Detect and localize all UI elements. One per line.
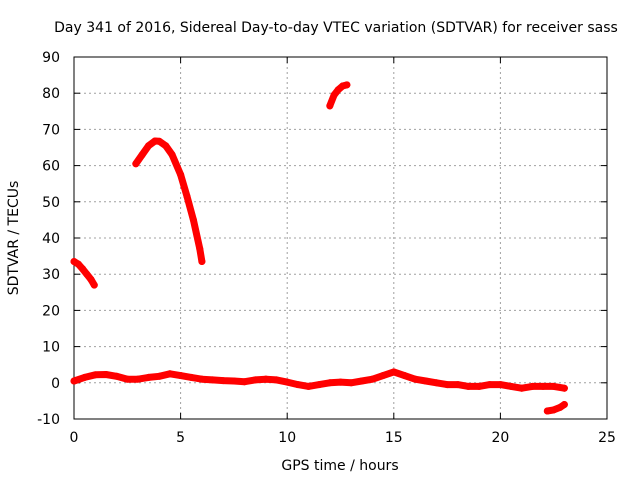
data-point — [390, 368, 398, 376]
data-point — [183, 192, 191, 200]
data-point — [162, 142, 170, 150]
data-point — [219, 377, 227, 385]
grid — [74, 57, 607, 419]
data-point — [475, 382, 483, 390]
series-arc-2 — [132, 137, 206, 265]
data-point — [74, 260, 82, 268]
data-point — [187, 373, 195, 381]
data-point — [560, 384, 568, 392]
data-point — [432, 379, 440, 387]
data-point — [486, 381, 494, 389]
data-point — [496, 381, 504, 389]
data-point — [550, 382, 558, 390]
data-point — [422, 377, 430, 385]
data-point — [326, 102, 334, 110]
x-tick-label: 15 — [385, 430, 403, 446]
data-point — [305, 382, 313, 390]
axis-ticks: 0 5 10 15 20 25 -10 0 10 20 30 40 50 60 70 80 90 — [37, 50, 616, 446]
data-point — [81, 373, 89, 381]
data-point — [251, 376, 259, 384]
y-tick-label: -10 — [37, 412, 60, 428]
data-point — [91, 371, 99, 379]
data-point — [145, 373, 153, 381]
data-point — [273, 376, 281, 384]
y-tick-label: 60 — [42, 159, 60, 175]
data-point — [539, 382, 547, 390]
y-axis-label: SDTVAR / TECUs — [6, 181, 22, 296]
x-tick-label: 5 — [176, 430, 185, 446]
data-point — [343, 81, 351, 89]
x-axis-label: GPS time / hours — [281, 458, 398, 474]
data-point — [379, 372, 387, 380]
data-point — [83, 270, 91, 278]
data-point — [358, 377, 366, 385]
data-point — [113, 372, 121, 380]
data-point — [315, 381, 323, 389]
data-point — [145, 142, 153, 150]
data-point — [347, 379, 355, 387]
data-point — [550, 406, 558, 414]
data-point — [518, 384, 526, 392]
data-point — [196, 245, 204, 253]
data-point — [123, 375, 131, 383]
data-point — [177, 171, 185, 179]
data-point — [87, 276, 95, 284]
data-point — [79, 265, 87, 273]
x-tick-label: 10 — [278, 430, 296, 446]
series-layer — [70, 81, 568, 415]
data-point — [400, 372, 408, 380]
data-point — [198, 375, 206, 383]
data-point — [560, 401, 568, 409]
data-point — [90, 281, 98, 289]
data-point — [155, 137, 163, 145]
data-point — [138, 151, 146, 159]
data-point — [209, 376, 217, 384]
data-point — [168, 151, 176, 159]
data-point — [70, 377, 78, 385]
data-point — [464, 382, 472, 390]
data-point — [443, 381, 451, 389]
y-tick-label: 50 — [42, 195, 60, 211]
y-tick-label: 20 — [42, 303, 60, 319]
y-tick-label: 10 — [42, 340, 60, 356]
data-point — [294, 381, 302, 389]
data-point — [198, 258, 206, 266]
data-point — [262, 375, 270, 383]
x-tick-label: 20 — [491, 430, 509, 446]
chart-title: Day 341 of 2016, Sidereal Day-to-day VTE… — [54, 20, 618, 36]
y-tick-label: 30 — [42, 267, 60, 283]
data-point — [177, 372, 185, 380]
data-point — [132, 160, 140, 168]
data-point — [102, 370, 110, 378]
data-point — [134, 375, 142, 383]
y-tick-label: 70 — [42, 122, 60, 138]
data-point — [241, 378, 249, 386]
y-tick-label: 90 — [42, 50, 60, 66]
data-point — [330, 91, 338, 99]
data-point — [507, 382, 515, 390]
data-point — [368, 375, 376, 383]
data-point — [454, 381, 462, 389]
data-point — [155, 372, 163, 380]
x-tick-label: 0 — [70, 430, 79, 446]
data-point — [411, 375, 419, 383]
data-point — [283, 378, 291, 386]
data-point — [326, 379, 334, 387]
data-point — [230, 377, 238, 385]
data-point — [337, 378, 344, 386]
data-point — [543, 407, 551, 415]
data-point — [189, 216, 197, 224]
y-tick-label: 0 — [51, 376, 60, 392]
y-tick-label: 40 — [42, 231, 60, 247]
y-tick-label: 80 — [42, 86, 60, 102]
data-point — [166, 370, 174, 378]
data-point — [528, 382, 536, 390]
x-tick-label: 25 — [598, 430, 616, 446]
